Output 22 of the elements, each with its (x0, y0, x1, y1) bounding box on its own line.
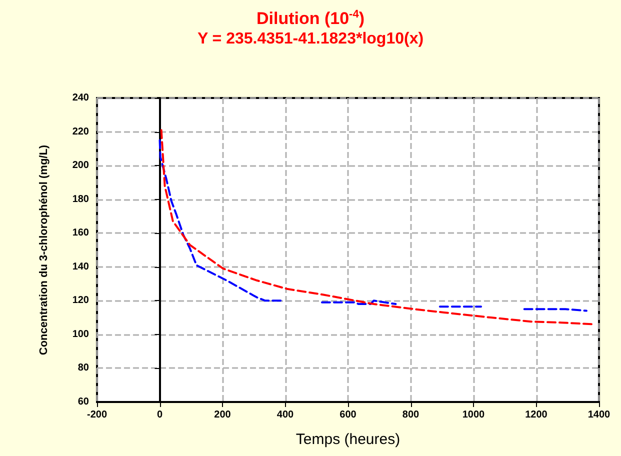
x-tick-label: 1000 (462, 410, 486, 420)
x-tick-label: 800 (402, 410, 420, 420)
y-tick-label: 140 (72, 261, 90, 272)
x-tick-label: 200 (214, 410, 232, 420)
y-tick-label: 60 (78, 396, 90, 408)
y-tick-label: 220 (72, 126, 90, 138)
x-tick-label: -200 (86, 410, 108, 420)
y-axis-title: Concentration du 3-chlorophénol (mg/L) (38, 144, 50, 356)
x-tick-label: 400 (276, 410, 294, 420)
y-tick-label: 100 (72, 328, 90, 340)
x-tick-label: 1200 (525, 410, 548, 420)
y-tick-label: 200 (72, 160, 90, 172)
y-tick-label: 120 (72, 295, 90, 306)
x-tick-label: 1400 (588, 410, 611, 420)
y-tick-label: 80 (78, 362, 90, 374)
x-tick-label: 0 (156, 410, 163, 420)
chart-subtitle: Y = 235.4351-41.1823*log10(x) (197, 30, 424, 48)
x-axis-title: Temps (heures) (296, 431, 400, 448)
y-tick-label: 240 (72, 92, 90, 104)
y-tick-label: 180 (72, 194, 90, 205)
x-tick-label: 600 (340, 410, 357, 420)
y-tick-label: 160 (72, 228, 90, 239)
